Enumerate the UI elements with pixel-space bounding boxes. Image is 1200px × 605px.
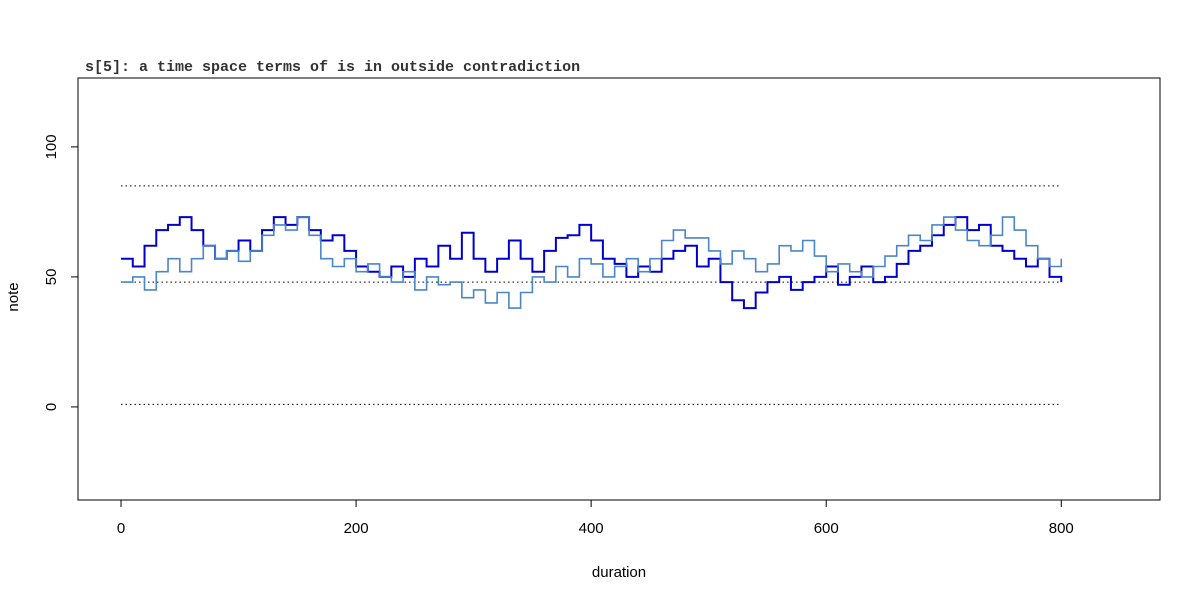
plot-box	[77, 77, 1161, 501]
chart-title: s[5]: a time space terms of is in outsid…	[85, 59, 580, 76]
x-tick-label: 600	[814, 520, 839, 537]
y-tick-label: 100	[43, 134, 60, 159]
series-line	[121, 216, 1063, 310]
series-line	[121, 216, 1063, 309]
y-axis-label: note	[5, 282, 22, 311]
x-tick-label: 400	[579, 520, 604, 537]
x-tick-label: 800	[1049, 520, 1074, 537]
x-tick-label: 0	[117, 520, 125, 537]
x-tick-label: 200	[344, 520, 369, 537]
y-tick-label: 50	[43, 269, 60, 286]
y-tick-label: 0	[43, 403, 60, 411]
x-axis-label: duration	[592, 564, 646, 581]
